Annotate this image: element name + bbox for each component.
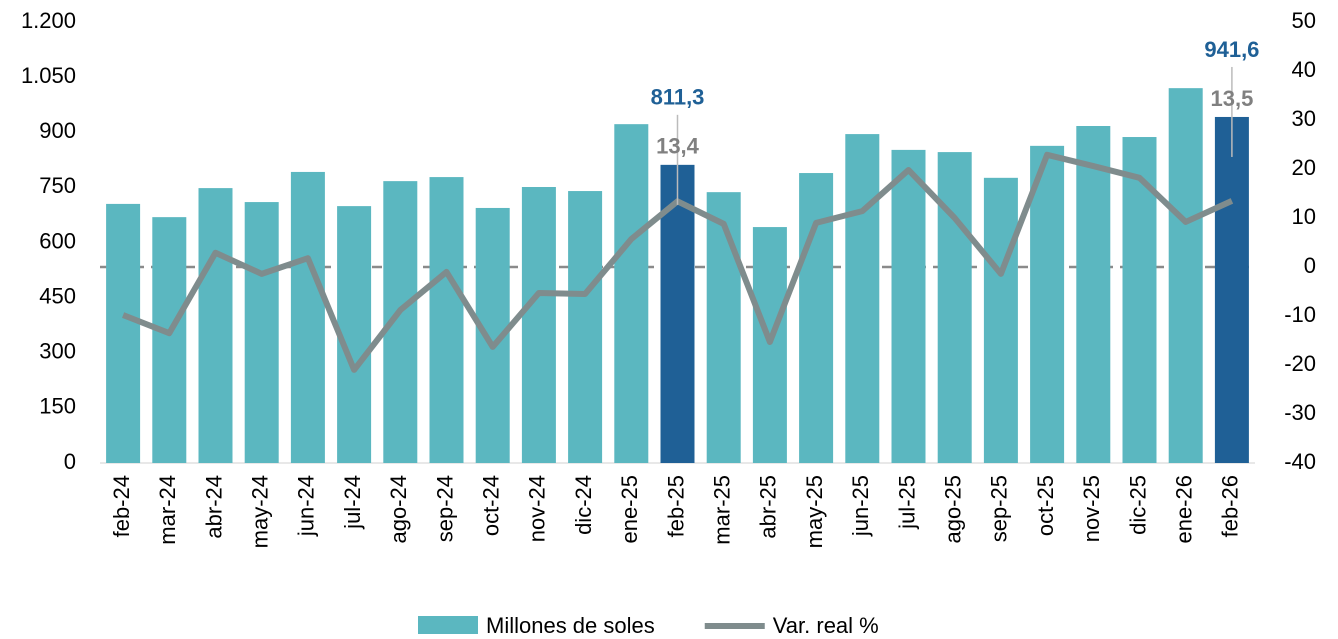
- y2-tick-label: 20: [1292, 155, 1316, 180]
- line-value-label: 13,4: [656, 134, 700, 159]
- y-tick-label: 750: [39, 173, 76, 198]
- legend-label: Millones de soles: [486, 613, 655, 638]
- x-tick-label: may-25: [802, 475, 827, 548]
- legend-swatch: [418, 616, 478, 634]
- bar: [1214, 116, 1249, 463]
- bar: [1168, 88, 1203, 464]
- bar: [244, 202, 279, 463]
- x-tick-label: sep-25: [987, 475, 1012, 542]
- y2-tick-label: 30: [1292, 106, 1316, 131]
- bar: [198, 188, 233, 464]
- y-tick-label: 1.050: [21, 63, 76, 88]
- x-tick-label: oct-24: [479, 475, 504, 536]
- x-tick-label: mar-25: [710, 475, 735, 545]
- x-tick-label: abr-24: [201, 475, 226, 539]
- x-tick-label: mar-24: [155, 475, 180, 545]
- bar: [337, 206, 372, 463]
- bar: [521, 187, 556, 463]
- line-value-label: 13,5: [1210, 86, 1253, 111]
- x-tick-label: feb-26: [1218, 475, 1243, 537]
- y2-tick-label: -30: [1284, 400, 1316, 425]
- x-tick-label: may-24: [248, 475, 273, 548]
- bar: [429, 177, 464, 463]
- bar-value-label: 941,6: [1204, 37, 1259, 62]
- x-tick-label: nov-24: [525, 475, 550, 542]
- bar: [799, 173, 834, 464]
- bar-value-label: 811,3: [651, 85, 705, 110]
- bar: [752, 227, 787, 463]
- y2-tick-label: 0: [1304, 253, 1316, 278]
- bar: [937, 152, 972, 463]
- x-tick-label: ene-25: [617, 475, 642, 544]
- x-tick-label: oct-25: [1033, 475, 1058, 536]
- x-tick-label: nov-25: [1079, 475, 1104, 542]
- x-tick-label: jul-25: [894, 475, 919, 530]
- y-tick-label: 1.200: [21, 8, 76, 33]
- x-tick-label: ene-26: [1172, 475, 1197, 544]
- x-tick-label: feb-24: [109, 475, 134, 537]
- y-tick-label: 450: [39, 283, 76, 308]
- y-tick-label: 0: [64, 449, 76, 474]
- y2-tick-label: 10: [1292, 204, 1316, 229]
- bar: [845, 134, 880, 463]
- bar: [1030, 145, 1065, 463]
- x-tick-label: sep-24: [432, 475, 457, 542]
- y-tick-label: 900: [39, 118, 76, 143]
- x-tick-label: ago-25: [941, 475, 966, 544]
- x-tick-label: jun-24: [294, 475, 319, 537]
- bar: [1076, 126, 1111, 463]
- x-tick-label: dic-25: [1125, 475, 1150, 535]
- y-tick-label: 300: [39, 339, 76, 364]
- bar: [706, 192, 741, 463]
- x-tick-label: dic-24: [571, 475, 596, 535]
- bar: [568, 191, 603, 464]
- bar: [106, 203, 141, 463]
- bar: [660, 164, 695, 464]
- legend-label: Var. real %: [773, 613, 879, 638]
- x-tick-label: jun-25: [848, 475, 873, 537]
- y-tick-label: 600: [39, 228, 76, 253]
- bar: [290, 171, 325, 463]
- y2-tick-label: -10: [1284, 302, 1316, 327]
- bar: [152, 217, 187, 463]
- x-tick-label: abr-25: [756, 475, 781, 539]
- x-tick-label: jul-24: [340, 475, 365, 530]
- bar: [614, 124, 649, 463]
- y2-tick-label: -40: [1284, 449, 1316, 474]
- y2-tick-label: -20: [1284, 351, 1316, 376]
- y-tick-label: 150: [39, 394, 76, 419]
- x-tick-label: ago-24: [386, 475, 411, 544]
- bar: [891, 149, 926, 463]
- y2-tick-label: 40: [1292, 57, 1316, 82]
- y2-tick-label: 50: [1292, 8, 1316, 33]
- bar: [983, 177, 1018, 463]
- x-tick-label: feb-25: [663, 475, 688, 537]
